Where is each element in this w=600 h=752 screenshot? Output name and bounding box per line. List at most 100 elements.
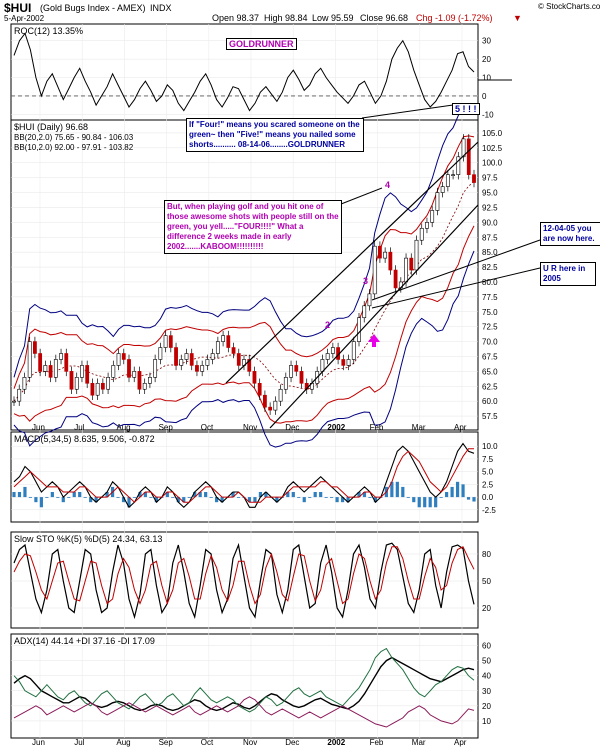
candle-body bbox=[221, 335, 225, 342]
month-label: 2002 bbox=[327, 423, 345, 432]
candle-body bbox=[132, 371, 137, 378]
macd-histogram-bar bbox=[395, 481, 399, 498]
candle-body bbox=[74, 377, 79, 390]
price-ytick-label: 77.5 bbox=[482, 293, 498, 302]
up-arrow-marker bbox=[368, 334, 380, 347]
candle-body bbox=[257, 382, 262, 396]
macd-histogram-bar bbox=[94, 497, 98, 503]
macd-histogram-bar bbox=[264, 492, 268, 498]
macd-histogram-bar bbox=[346, 497, 350, 503]
candle-body bbox=[200, 365, 205, 372]
macd-histogram-bar bbox=[308, 497, 312, 498]
roc-ytick-label: 10 bbox=[482, 74, 491, 83]
macd-histogram-bar bbox=[23, 486, 27, 498]
macd-histogram-bar bbox=[193, 492, 197, 498]
candle-body bbox=[12, 400, 16, 403]
annotation-pointer-four bbox=[335, 187, 383, 207]
candle-body bbox=[179, 359, 184, 366]
month-label: Nov bbox=[243, 738, 257, 747]
macd-histogram-bar bbox=[412, 497, 416, 503]
price-ytick-label: 90.0 bbox=[482, 218, 498, 227]
macd-histogram-bar bbox=[275, 497, 279, 503]
macd-histogram-bar bbox=[72, 492, 76, 498]
macd-histogram-bar bbox=[373, 497, 378, 503]
candle-body bbox=[38, 353, 43, 372]
macd-histogram-bar bbox=[455, 481, 460, 498]
macd-histogram-bar bbox=[149, 497, 153, 498]
stoch-ytick-label: 50 bbox=[482, 577, 491, 586]
macd-histogram-bar bbox=[340, 497, 345, 503]
candle-body bbox=[278, 388, 283, 402]
candle-body bbox=[184, 353, 189, 360]
price-ytick-label: 80.0 bbox=[482, 278, 498, 287]
trendline-2005-b bbox=[371, 239, 541, 301]
adx-ytick-label: 60 bbox=[482, 642, 491, 651]
down-arrow-icon: ▼ bbox=[513, 13, 522, 23]
candle-body bbox=[53, 359, 58, 378]
price-ytick-label: 75.0 bbox=[482, 308, 498, 317]
price-ytick-label: 65.0 bbox=[482, 367, 498, 376]
macd-histogram-bar bbox=[138, 492, 142, 498]
macd-histogram-bar bbox=[330, 497, 334, 498]
candle-body bbox=[325, 353, 330, 360]
macd-histogram-bar bbox=[368, 497, 372, 498]
candle-body bbox=[378, 245, 382, 259]
candle-body bbox=[252, 371, 257, 384]
macd-histogram-bar bbox=[45, 497, 49, 498]
macd-ytick-label: 10.0 bbox=[482, 442, 498, 451]
candle-body bbox=[299, 371, 304, 384]
candle-body bbox=[90, 382, 95, 396]
macd-histogram-bar bbox=[423, 497, 427, 508]
candle-body bbox=[226, 335, 231, 348]
macd-histogram-bar bbox=[472, 497, 476, 502]
price-ytick-label: 70.0 bbox=[482, 338, 498, 347]
candle-body bbox=[430, 210, 435, 223]
candle-body bbox=[111, 365, 116, 378]
adx-ytick-label: 40 bbox=[482, 672, 491, 681]
wave-marker-2: 2 bbox=[325, 320, 331, 330]
macd-histogram-bar bbox=[132, 497, 137, 498]
wave-marker-4: 4 bbox=[385, 180, 391, 190]
macd-histogram-bar bbox=[12, 492, 16, 498]
annotation-dec-2005: 12-04-05 you are now here. bbox=[540, 222, 600, 246]
candle-body bbox=[247, 359, 252, 372]
minus-di-line bbox=[13, 696, 475, 728]
candle-body bbox=[168, 335, 173, 348]
price-title: $HUI (Daily) 96.68 bbox=[14, 122, 89, 132]
stoch-ytick-label: 80 bbox=[482, 550, 491, 559]
candle-body bbox=[445, 174, 450, 187]
candle-body bbox=[100, 382, 105, 390]
candle-body bbox=[383, 251, 388, 259]
macd-histogram-bar bbox=[61, 497, 65, 503]
macd-title: MACD(5,34,5) 8.635, 9.506, -0.872 bbox=[14, 434, 155, 444]
candle-body bbox=[116, 353, 121, 366]
wave-marker-5: 5 ! ! ! bbox=[452, 103, 480, 115]
trendline-upper bbox=[225, 141, 479, 384]
adx-panel bbox=[10, 633, 479, 739]
macd-histogram-bar bbox=[258, 492, 263, 498]
annotation-five: If "Four!" means you scared someone on t… bbox=[186, 118, 364, 152]
candle-body bbox=[95, 382, 100, 396]
macd-histogram-bar bbox=[428, 497, 432, 508]
macd-histogram-bar bbox=[154, 497, 158, 503]
candle-body bbox=[263, 394, 267, 408]
candle-body bbox=[341, 359, 346, 366]
candle-body bbox=[440, 186, 445, 193]
macd-histogram-bar bbox=[461, 484, 465, 498]
candle-body bbox=[236, 353, 241, 366]
high-value: High 98.84 bbox=[264, 13, 308, 23]
candle-body bbox=[414, 239, 419, 271]
chart-date: 5-Apr-2002 bbox=[4, 14, 45, 23]
month-label: Aug bbox=[116, 738, 130, 747]
candle-body bbox=[451, 174, 455, 176]
macd-histogram-bar bbox=[357, 492, 361, 498]
month-label: Nov bbox=[243, 423, 257, 432]
macd-histogram-bar bbox=[302, 497, 306, 503]
bb20-legend: BB(20,2.0) 75.65 - 90.84 - 106.03 bbox=[14, 133, 134, 142]
candle-body bbox=[362, 305, 367, 319]
price-ytick-label: 85.0 bbox=[482, 248, 498, 257]
macd-histogram-bar bbox=[247, 497, 252, 503]
candle-body bbox=[215, 341, 220, 354]
bb20-lower-band bbox=[13, 250, 475, 448]
adx-ytick-label: 50 bbox=[482, 657, 491, 666]
